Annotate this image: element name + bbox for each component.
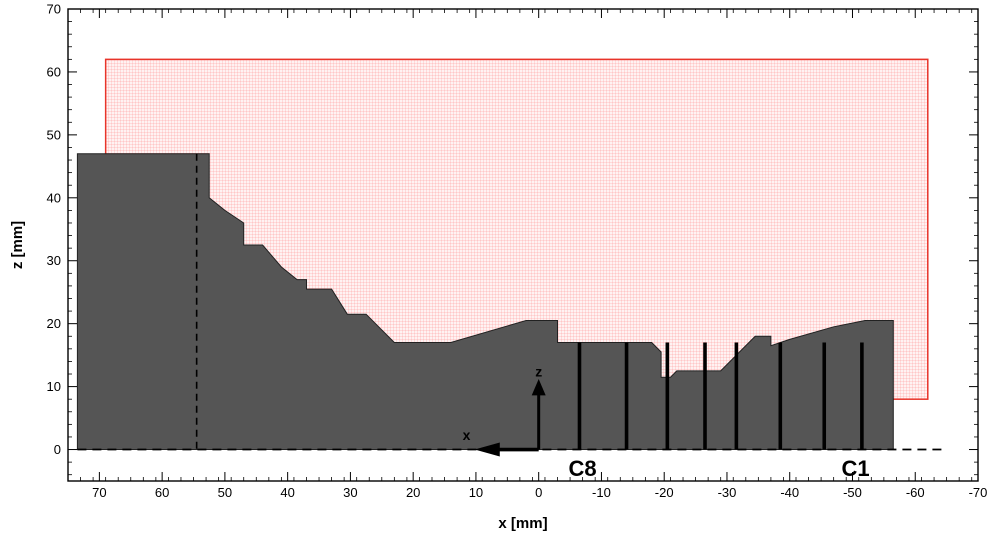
x-tick-label: -40 <box>780 485 799 500</box>
y-tick-label: 0 <box>54 442 61 457</box>
plot-frame <box>67 8 979 482</box>
x-tick-label: -30 <box>718 485 737 500</box>
x-tick-label: 60 <box>155 485 169 500</box>
x-tick-label: 40 <box>280 485 294 500</box>
x-arrow-head <box>474 442 500 457</box>
plot-area: z x C8 C1 70 60 50 40 30 20 10 0 -10 -20 -30 -40 -50 -60 -… <box>47 2 988 501</box>
x-tick-label: -20 <box>655 485 674 500</box>
x-tick-label: 10 <box>469 485 483 500</box>
y-tick-label: 60 <box>47 64 61 79</box>
x-axis-label: x [mm] <box>498 515 547 532</box>
x-arrow-label: x <box>463 427 471 443</box>
y-tick-label: 10 <box>47 379 61 394</box>
x-tick-label: 70 <box>92 485 106 500</box>
y-tick-label: 20 <box>47 316 61 331</box>
channel-annotation: C8 <box>569 456 597 481</box>
x-tick-label: 20 <box>406 485 420 500</box>
x-axis-ticks: 70 60 50 40 30 20 10 0 -10 -20 -30 -40 -50 -60 -70 <box>67 9 988 500</box>
x-tick-label: -50 <box>843 485 862 500</box>
y-tick-label: 30 <box>47 253 61 268</box>
y-tick-label: 50 <box>47 127 61 142</box>
z-arrow-head <box>531 379 546 396</box>
y-tick-label: 40 <box>47 190 61 205</box>
body-profile <box>76 153 894 450</box>
channel-annotation: C1 <box>842 456 870 481</box>
y-axis-label: z [mm] <box>9 221 26 269</box>
x-tick-label: -60 <box>906 485 925 500</box>
x-tick-label: 50 <box>218 485 232 500</box>
y-axis-ticks: 0 10 20 30 40 50 60 70 <box>47 2 978 476</box>
y-tick-label: 70 <box>47 2 61 17</box>
x-tick-label: -10 <box>592 485 611 500</box>
x-tick-label: -70 <box>969 485 988 500</box>
z-arrow-label: z <box>535 364 542 380</box>
x-tick-label: 0 <box>535 485 542 500</box>
x-tick-label: 30 <box>343 485 357 500</box>
